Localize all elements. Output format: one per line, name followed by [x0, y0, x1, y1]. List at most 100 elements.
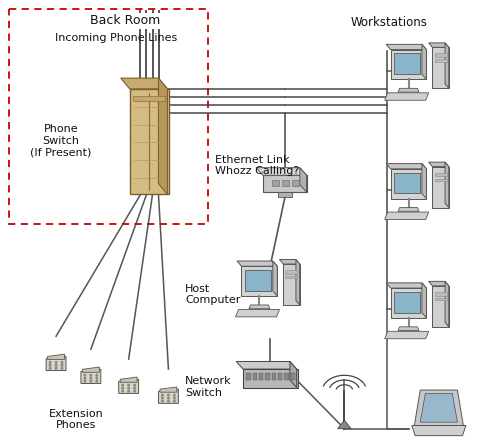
Circle shape [161, 400, 164, 403]
Circle shape [83, 374, 86, 377]
Polygon shape [428, 43, 448, 47]
Circle shape [127, 384, 130, 387]
Bar [259, 373, 263, 380]
Polygon shape [432, 167, 448, 208]
Text: Workstations: Workstations [350, 16, 427, 29]
Bar [265, 373, 269, 380]
Polygon shape [390, 169, 426, 198]
Polygon shape [421, 163, 426, 198]
Bar [277, 373, 282, 380]
Bar [292, 179, 299, 186]
Bar [9, 9, 208, 224]
Circle shape [54, 361, 58, 364]
Polygon shape [421, 44, 426, 79]
Polygon shape [432, 47, 448, 88]
Bar [434, 173, 445, 176]
Circle shape [83, 377, 86, 380]
Circle shape [89, 380, 92, 383]
Polygon shape [444, 281, 448, 327]
Polygon shape [82, 367, 99, 372]
Polygon shape [385, 163, 426, 169]
Bar [130, 89, 168, 194]
Text: Network
Switch: Network Switch [185, 376, 231, 398]
Bar [133, 96, 165, 101]
Circle shape [167, 396, 169, 400]
Circle shape [172, 394, 176, 396]
Polygon shape [337, 420, 350, 429]
Polygon shape [241, 266, 276, 296]
Polygon shape [48, 354, 64, 359]
Polygon shape [255, 168, 306, 175]
Bar [263, 175, 306, 192]
Polygon shape [119, 379, 138, 393]
Polygon shape [411, 426, 465, 435]
Polygon shape [279, 260, 299, 264]
Polygon shape [81, 369, 101, 384]
Polygon shape [428, 281, 448, 286]
Circle shape [167, 400, 169, 403]
Circle shape [48, 367, 51, 370]
Text: Host
Computer: Host Computer [185, 284, 240, 305]
Circle shape [121, 384, 124, 387]
Text: Incoming Phone Lines: Incoming Phone Lines [55, 33, 177, 43]
Bar [284, 373, 288, 380]
Bar [252, 373, 256, 380]
Bar [394, 173, 419, 194]
Bar [434, 298, 445, 300]
Polygon shape [289, 361, 296, 388]
Circle shape [127, 390, 130, 392]
Circle shape [89, 374, 92, 377]
Bar [434, 179, 445, 181]
Circle shape [95, 377, 98, 380]
Circle shape [48, 361, 51, 364]
Text: Ethernet Link
Whozz Calling?: Ethernet Link Whozz Calling? [215, 155, 299, 176]
Polygon shape [390, 288, 426, 318]
Circle shape [133, 390, 136, 392]
Circle shape [133, 387, 136, 390]
Polygon shape [385, 283, 426, 288]
Polygon shape [120, 377, 137, 382]
Circle shape [167, 394, 169, 396]
Bar [394, 292, 419, 313]
Polygon shape [397, 88, 418, 92]
Polygon shape [272, 261, 276, 296]
Circle shape [83, 380, 86, 383]
Bar [285, 270, 297, 274]
Circle shape [121, 390, 124, 392]
Circle shape [172, 396, 176, 400]
Polygon shape [420, 393, 456, 422]
Polygon shape [249, 305, 269, 309]
Polygon shape [158, 78, 167, 194]
Bar [290, 373, 294, 380]
Circle shape [161, 394, 164, 396]
Polygon shape [384, 212, 428, 220]
Polygon shape [120, 78, 167, 89]
Circle shape [161, 396, 164, 400]
Polygon shape [385, 44, 426, 50]
Polygon shape [160, 387, 177, 392]
Polygon shape [235, 310, 279, 317]
Bar [434, 53, 445, 57]
Polygon shape [384, 331, 428, 339]
Text: Extension
Phones: Extension Phones [48, 409, 103, 431]
Polygon shape [158, 389, 178, 404]
Bar [394, 53, 419, 74]
Circle shape [95, 374, 98, 377]
Text: Back Room: Back Room [89, 14, 159, 27]
Circle shape [133, 384, 136, 387]
Circle shape [172, 400, 176, 403]
Bar [434, 292, 445, 295]
Polygon shape [46, 357, 66, 370]
Circle shape [60, 367, 63, 370]
Polygon shape [428, 162, 448, 167]
Polygon shape [236, 361, 296, 369]
Polygon shape [295, 260, 299, 305]
Polygon shape [413, 390, 462, 426]
Circle shape [121, 387, 124, 390]
Bar [242, 369, 297, 388]
Polygon shape [397, 208, 418, 211]
Polygon shape [390, 50, 426, 79]
Bar [434, 59, 445, 62]
Polygon shape [432, 286, 448, 327]
Polygon shape [444, 162, 448, 208]
